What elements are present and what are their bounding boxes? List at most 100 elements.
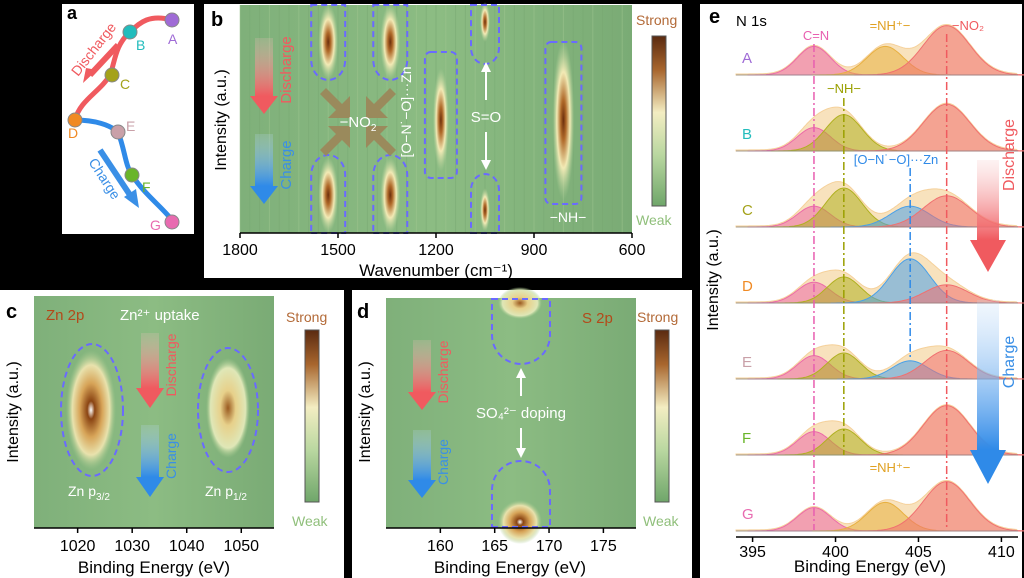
panel-c-charge-arrowhead (136, 477, 164, 497)
xtick-label: 1050 (223, 538, 259, 555)
panel-d-discharge: Discharge (435, 340, 451, 403)
point-c-label: C (120, 76, 130, 92)
panel-e-no2-label: −NO₂ (952, 18, 984, 33)
panel-e-discharge-arrow (977, 160, 999, 240)
band-2-peak (432, 68, 449, 172)
point-e-marker (110, 124, 126, 140)
point-b-label: B (136, 37, 145, 53)
panel-c-peak-p12 (206, 358, 250, 458)
spectrum-a-label: A (742, 50, 752, 67)
panel-c-xticks: 1020 1030 1040 1050 (34, 527, 274, 555)
panel-d-bottom-region (491, 460, 551, 528)
panel-d-doping-arrowhead-up (516, 368, 526, 378)
panel-d-label: d (357, 301, 369, 323)
xtick-label: 165 (481, 538, 508, 555)
panel-d-charge-arrowhead (408, 480, 436, 498)
panel-b-charge-arrow (255, 134, 273, 186)
panel-b-xticks: 1800 1500 1200 900 600 (222, 232, 645, 259)
panel-b-xlabel: Wavenumber (cm⁻¹) (359, 261, 513, 280)
band-1-bottom (380, 157, 401, 233)
charge-curve (74, 117, 174, 222)
band-3-top (480, 2, 490, 42)
xtick-label: 900 (521, 242, 548, 259)
xtick-label: 1500 (320, 242, 356, 259)
panel-c: c Zn 2p Zn²⁺ uptake Discharge Charge Zn … (0, 290, 344, 578)
charge-arrowhead (124, 189, 139, 208)
panel-b-so-label: S=O (471, 109, 501, 126)
panel-b-charge-arrowhead (250, 186, 278, 204)
xtick-label: 395 (739, 544, 766, 561)
xtick-label: 170 (536, 538, 563, 555)
spectrum-d-component-3 (860, 284, 1024, 304)
panel-c-ylabel: Intensity (a.u.) (5, 361, 22, 462)
spectrum-f-label: F (742, 430, 751, 447)
xtick-label: 400 (822, 544, 849, 561)
panel-b-no2-label: −NO2 (340, 114, 377, 134)
charge-arrow (97, 148, 135, 200)
panel-d-xticks: 160 165 170 175 (386, 527, 636, 555)
spectrum-b-label: B (742, 126, 752, 143)
panel-e-xlabel: Binding Energy (eV) (794, 557, 946, 576)
panel-c-ellipse-p12 (197, 347, 259, 473)
panel-b-zn-complex-label: [O−N˙−O]···Zn (398, 66, 414, 157)
panel-d-charge: Charge (435, 439, 451, 485)
panel-d-doping-arrowhead-down (516, 448, 526, 458)
spectrum-d-label: D (742, 278, 753, 295)
panel-c-label: c (6, 301, 17, 323)
panel-d-title: S 2p (582, 310, 613, 327)
panel-b-strong: Strong (636, 12, 677, 28)
xtick-label: 1800 (222, 242, 258, 259)
panel-e-discharge: Discharge (1001, 119, 1018, 191)
panel-e-charge-arrow (977, 300, 999, 450)
panel-c-weak: Weak (292, 513, 329, 529)
xtick-label: 1020 (60, 538, 96, 555)
panel-c-ellipse-p32 (60, 343, 124, 477)
panel-c-uptake: Zn²⁺ uptake (120, 307, 200, 324)
panel-c-title: Zn 2p (46, 307, 84, 324)
panel-d-charge-arrow (413, 430, 431, 480)
xtick-label: 160 (427, 538, 454, 555)
band-4-peak (552, 40, 575, 200)
xtick-label: 405 (905, 544, 932, 561)
panel-e-xticks: 395 400 405 410 (736, 536, 1018, 561)
panel-c-discharge-arrow (141, 333, 159, 388)
panel-e-nhplus-label: =NH⁺− (870, 18, 911, 33)
band-1-bottom-region (372, 154, 409, 234)
panel-e-cn-label: C=N (803, 28, 829, 43)
panel-b-discharge-arrow (255, 38, 273, 96)
panel-d-xlabel: Binding Energy (eV) (434, 558, 586, 577)
panel-c-strong: Strong (286, 309, 327, 325)
point-a-label: A (168, 31, 178, 47)
panel-e-nh-label: −NH− (827, 81, 861, 96)
xtick-label: 1040 (169, 538, 205, 555)
panel-a-label: a (67, 3, 78, 23)
band-3-bottom (480, 188, 490, 232)
panel-b-discharge: Discharge (278, 36, 295, 104)
panel-e-zn-complex-label: [O−N˙−O]···Zn (854, 152, 939, 167)
point-d-marker (67, 112, 83, 128)
point-f-label: F (142, 179, 151, 195)
xtick-label: 410 (988, 544, 1015, 561)
band-4-region (544, 41, 583, 205)
point-a-marker (164, 12, 180, 28)
band-0-bottom (318, 157, 339, 233)
panel-c-p32: Zn p3/2 (68, 483, 110, 503)
spectrum-e-label: E (742, 354, 752, 371)
point-c-marker (104, 67, 120, 83)
panel-d-top-region (491, 298, 551, 365)
panel-b-discharge-arrowhead (250, 96, 278, 114)
panel-b-weak: Weak (636, 212, 673, 228)
panel-d-peak-bottom (498, 500, 542, 544)
panel-c-discharge: Discharge (163, 333, 179, 396)
band-0-top (318, 4, 339, 80)
panel-b-colorbar (651, 35, 667, 207)
panel-c-xlabel: Binding Energy (eV) (78, 558, 230, 577)
point-e-label: E (126, 118, 135, 134)
panel-d: d S 2p Discharge Charge SO₄²⁻ doping Int… (352, 287, 692, 578)
panel-e-charge-arrowhead (970, 450, 1006, 484)
panel-e-discharge-arrowhead (970, 240, 1006, 272)
band-3-bottom-region (470, 173, 500, 234)
spectrum-a-component-2 (853, 25, 1024, 76)
panel-b-so-arrowhead-up (481, 62, 491, 72)
